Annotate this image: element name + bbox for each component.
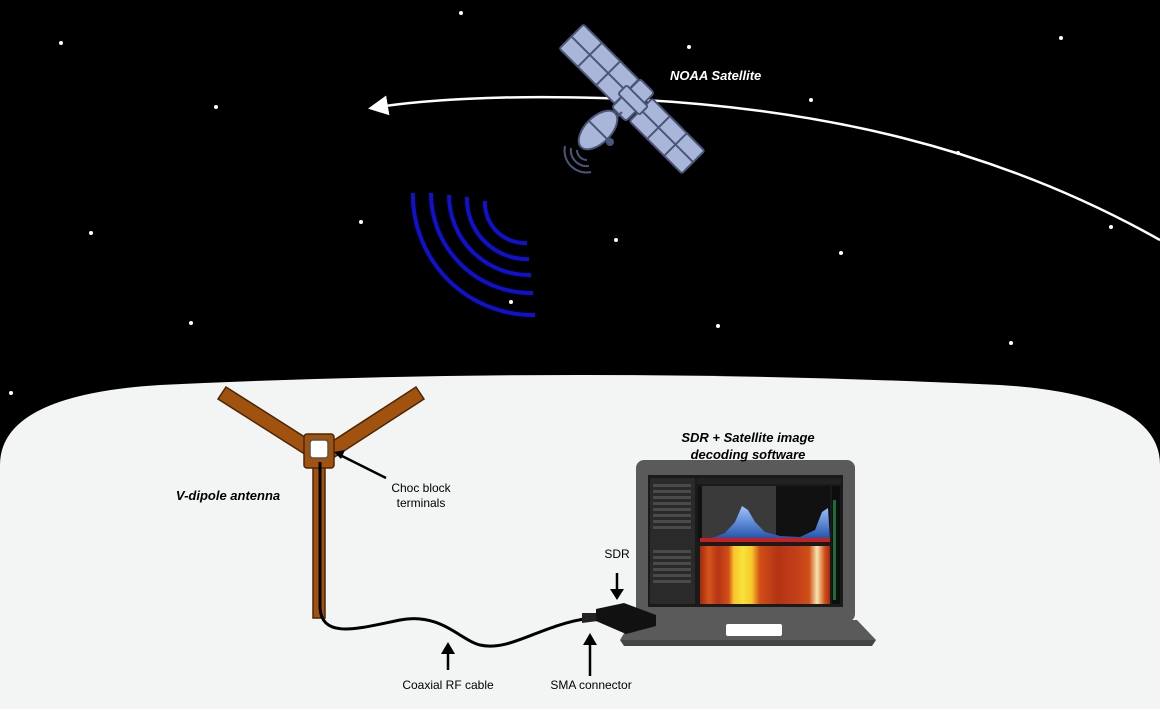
choc-block-label-line2: terminals: [397, 496, 446, 510]
software-label-line1: SDR + Satellite image: [681, 430, 814, 445]
laptop-icon: [620, 460, 876, 646]
satellite-label: NOAA Satellite: [670, 68, 761, 83]
software-label-line2: decoding software: [691, 447, 806, 462]
trackpad: [726, 624, 782, 636]
sdr-label: SDR: [604, 547, 630, 561]
coax-cable-label: Coaxial RF cable: [402, 678, 494, 692]
choc-block-label-line1: Choc block: [391, 481, 451, 495]
sma-connector-label: SMA connector: [550, 678, 631, 692]
ground: [0, 375, 1160, 709]
antenna-label: V-dipole antenna: [176, 488, 280, 503]
